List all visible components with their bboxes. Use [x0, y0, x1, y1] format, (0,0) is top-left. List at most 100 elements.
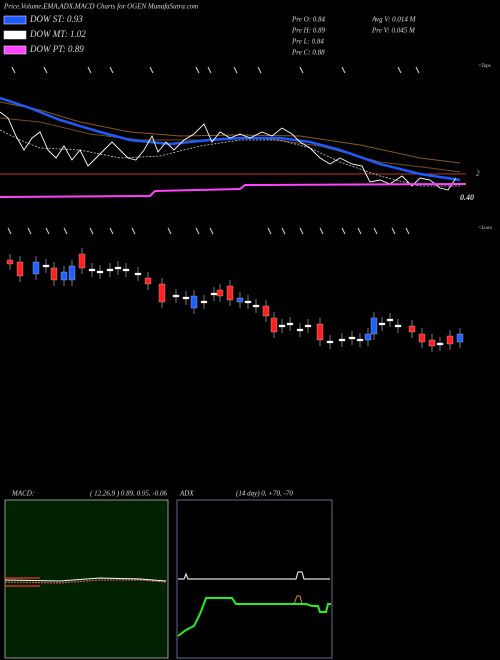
candle-body	[190, 295, 198, 309]
legend-swatch	[3, 15, 27, 25]
candle-body	[304, 324, 312, 328]
candle-body	[408, 325, 416, 333]
candle-body	[456, 333, 464, 343]
tick-marker	[7, 227, 12, 235]
candle-body	[446, 335, 454, 345]
legend-label: DOW PT: 0.89	[29, 44, 84, 54]
price-lines	[0, 96, 467, 198]
macd-title: MACD:	[11, 490, 34, 498]
candle-body	[114, 266, 122, 270]
price-line	[0, 111, 457, 191]
candle-body	[252, 304, 260, 308]
candle-body	[200, 300, 208, 304]
stat: Pre L: 0.84	[291, 38, 324, 46]
tops-label: <Tops	[478, 64, 491, 69]
tick-marker	[195, 66, 200, 74]
tick-marker	[207, 66, 212, 74]
candle-body	[316, 323, 324, 341]
candle-body	[172, 294, 180, 298]
candle-body	[50, 267, 58, 281]
macd-line	[4, 577, 167, 582]
tick-marker	[109, 227, 114, 235]
tick-marker	[391, 227, 396, 235]
tick-marker	[397, 66, 402, 74]
stat: Pre H: 0.89	[291, 27, 325, 35]
tick-marker	[319, 227, 324, 235]
tick-marker	[27, 227, 32, 235]
tick-marker	[109, 66, 114, 74]
tick-marker	[299, 227, 304, 235]
macd-params: ( 12,26,9 ) 0.89, 0.95, -0.06	[90, 490, 167, 498]
tick-marker	[299, 66, 304, 74]
tick-marker	[209, 227, 214, 235]
adx-line	[178, 571, 330, 580]
candle-body	[436, 342, 444, 346]
stat: Pre V: 0.045 M	[371, 27, 416, 35]
tick-markers	[7, 66, 420, 235]
ema-short	[0, 96, 461, 182]
candle-body	[296, 328, 304, 332]
candle-body	[158, 283, 166, 303]
adx-plus	[177, 597, 331, 637]
tick-marker	[89, 227, 94, 235]
adx-title: ADX	[179, 490, 194, 498]
tick-marker	[11, 66, 16, 74]
dow-pt-line	[0, 183, 467, 198]
tick-marker	[63, 227, 68, 235]
tick-marker	[357, 227, 362, 235]
ema-dotted	[0, 129, 460, 187]
candle-body	[278, 324, 286, 328]
tick-marker	[195, 227, 200, 235]
candle-body	[182, 296, 190, 300]
legend-label: DOW MT: 1.02	[29, 29, 86, 39]
tick-marker	[87, 66, 92, 74]
candle-body	[144, 277, 152, 285]
tick-marker	[281, 227, 286, 235]
candle-body	[348, 336, 356, 340]
stat: Avg V: 0.014 M	[371, 16, 417, 24]
title: Price,Volume,EMA,ADX,MACD Charts for OGE…	[3, 3, 198, 11]
legend: DOW ST: 0.93 DOW MT: 1.02 DOW PT: 0.89	[3, 14, 86, 55]
candle-body	[338, 338, 346, 342]
candle-body	[262, 305, 270, 317]
stat: Pre C: 0.88	[291, 49, 325, 57]
candle-body	[216, 289, 224, 297]
candle-body	[326, 340, 334, 344]
candle-body	[364, 333, 372, 341]
candle-body	[378, 322, 386, 326]
candle-body	[32, 261, 40, 275]
tick-marker	[43, 66, 48, 74]
candle-body	[226, 285, 234, 301]
legend-label: DOW ST: 0.93	[29, 14, 83, 24]
candle-body	[386, 318, 394, 322]
tick-marker	[373, 227, 378, 235]
tick-marker	[167, 227, 172, 235]
tick-marker	[131, 227, 136, 235]
tick-marker	[233, 66, 238, 74]
tick-marker	[341, 66, 346, 74]
adx-minus	[293, 595, 303, 605]
legend-swatch	[3, 30, 27, 40]
candle-body	[106, 268, 114, 272]
candles	[6, 248, 464, 352]
candle-body	[286, 322, 294, 326]
macd-signal	[4, 579, 167, 584]
stat: Pre O: 0.84	[291, 16, 325, 24]
macd-histogram	[5, 577, 40, 587]
candle-body	[244, 300, 252, 304]
tick-marker	[267, 227, 272, 235]
lows-label: <Lows	[478, 226, 492, 231]
candle-body	[134, 272, 142, 276]
candle-body	[270, 317, 278, 333]
candle-body	[60, 271, 68, 281]
tick-marker	[415, 66, 420, 74]
ema-long	[0, 101, 461, 164]
candle-body	[418, 333, 426, 343]
candle-body	[42, 264, 50, 268]
adx-params: (14 day) 0, +70, -70	[236, 490, 293, 498]
candle-body	[96, 270, 104, 274]
candle-body	[6, 259, 14, 265]
candle-body	[68, 265, 76, 281]
candle-body	[88, 268, 96, 272]
